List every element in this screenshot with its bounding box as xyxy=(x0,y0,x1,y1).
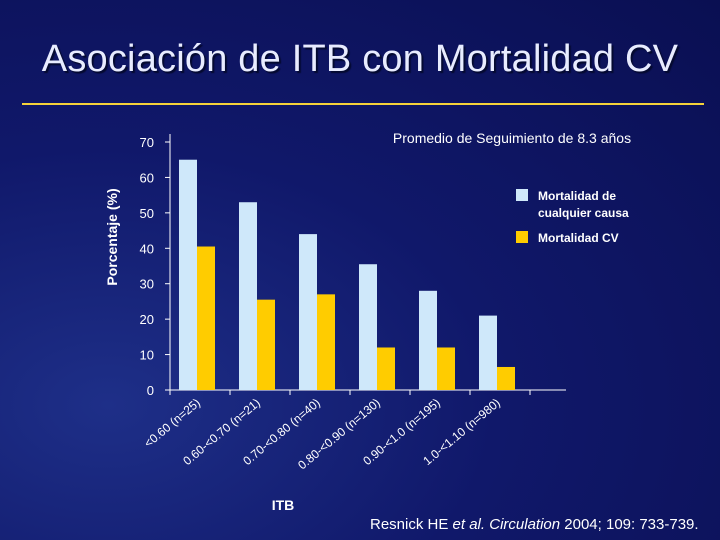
chart-bars xyxy=(179,159,515,390)
citation-journal: Circulation xyxy=(489,516,561,533)
legend-label: Mortalidad CV xyxy=(538,231,619,245)
y-tick-label: 60 xyxy=(140,170,154,185)
bar-cv xyxy=(197,246,215,390)
bar-cv xyxy=(317,294,335,390)
bar-all-cause xyxy=(179,159,197,390)
citation: Resnick HE et al. Circulation 2004; 109:… xyxy=(370,516,699,533)
bar-cv xyxy=(377,347,395,390)
follow-up-annotation: Promedio de Seguimiento de 8.3 años xyxy=(393,130,631,146)
bar-cv xyxy=(437,347,455,390)
x-category-label: <0.60 (n=25) xyxy=(141,396,203,451)
y-axis-title: Porcentaje (%) xyxy=(104,188,120,285)
x-axis-title: ITB xyxy=(272,497,295,513)
bar-all-cause xyxy=(479,315,497,390)
chart-legend: Mortalidad de cualquier causa Mortalidad C… xyxy=(516,189,629,245)
bar-all-cause xyxy=(299,234,317,390)
title-underline xyxy=(22,103,704,105)
y-tick-label: 10 xyxy=(140,348,154,363)
bar-all-cause xyxy=(359,264,377,390)
y-tick-label: 0 xyxy=(147,383,154,398)
legend-label: cualquier causa xyxy=(538,206,629,220)
citation-details: 2004; 109: 733-739. xyxy=(560,516,699,533)
legend-swatch-all-cause xyxy=(516,189,528,201)
y-tick-label: 40 xyxy=(140,241,154,256)
legend-label: Mortalidad de xyxy=(538,189,616,203)
bar-cv xyxy=(497,366,515,390)
y-tick-label: 50 xyxy=(140,206,154,221)
slide-title: Asociación de ITB con Mortalidad CV xyxy=(41,38,679,80)
citation-authors: Resnick HE xyxy=(370,516,453,533)
legend-swatch-cv xyxy=(516,231,528,243)
y-tick-label: 70 xyxy=(140,135,154,150)
bar-all-cause xyxy=(239,202,257,390)
y-tick-label: 30 xyxy=(140,277,154,292)
bar-cv xyxy=(257,299,275,390)
bar-all-cause xyxy=(419,290,437,390)
citation-etal: et al. xyxy=(452,516,486,533)
y-tick-label: 20 xyxy=(140,312,154,327)
